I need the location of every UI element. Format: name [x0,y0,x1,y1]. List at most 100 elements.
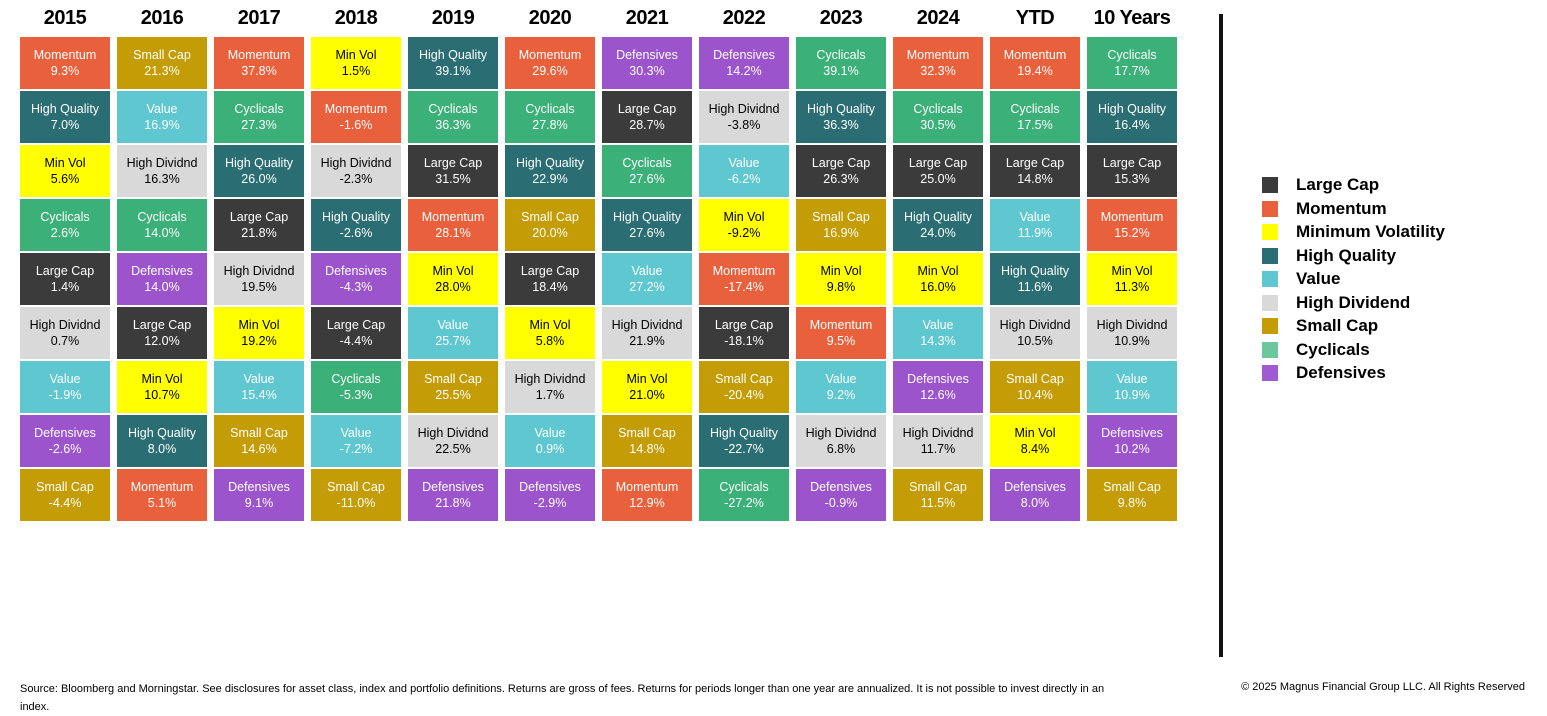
factor-cell: Min Vol 21.0% [602,361,692,413]
factor-return-value: 10.2% [1114,442,1150,456]
factor-return-value: 5.6% [50,172,80,186]
factor-name: Min Vol [626,371,668,386]
returns-column: 10 Years Cyclicals 17.7% High Quality 16.4% L… [1087,4,1177,523]
factor-cell: Small Cap 21.3% [117,37,207,89]
legend-label: Cyclicals [1296,339,1370,359]
factor-name: Large Cap [811,155,871,170]
returns-column: 2023 Cyclicals 39.1% High Quality 36.3% Large… [796,4,886,523]
factor-name: High Dividnd [902,425,974,440]
factor-name: Defensives [325,263,387,278]
factor-cell: Defensives -2.9% [505,469,595,521]
legend-swatch [1262,247,1278,264]
factor-name: Min Vol [1111,263,1153,278]
factor-cell: Value 27.2% [602,253,692,305]
factor-return-value: 7.0% [50,118,80,132]
factor-name: High Quality [127,425,197,440]
factor-name: Small Cap [36,479,94,494]
factor-name: Small Cap [133,47,191,62]
factor-name: Value [728,155,760,170]
factor-name: Defensives [616,47,678,62]
factor-cell: Small Cap 9.8% [1087,469,1177,521]
factor-cell: Small Cap 16.9% [796,199,886,251]
returns-column: 2022 Defensives 14.2% High Dividnd -3.8% Valu… [699,4,789,523]
factor-name: Small Cap [1103,479,1161,494]
factor-return-value: 20.0% [532,226,568,240]
factor-return-value: 39.1% [823,64,859,78]
factor-name: Small Cap [327,479,385,494]
factor-cell: High Quality 24.0% [893,199,983,251]
factor-name: Value [49,371,81,386]
factor-return-value: 32.3% [920,64,956,78]
factor-return-value: 37.8% [241,64,277,78]
factor-cell: Value 14.3% [893,307,983,359]
factor-return-value: 5.1% [147,496,177,510]
factor-return-value: 28.1% [435,226,471,240]
factor-name: High Quality [1000,263,1070,278]
factor-return-value: 28.7% [629,118,665,132]
factor-cell: Large Cap 25.0% [893,145,983,197]
factor-cell: Momentum 9.5% [796,307,886,359]
factor-name: Cyclicals [331,371,381,386]
legend-swatch [1262,318,1278,334]
factor-cell: High Quality 39.1% [408,37,498,89]
factor-cell: Value -1.9% [20,361,110,413]
factor-cell: High Quality 36.3% [796,91,886,143]
factor-return-value: -4.3% [339,280,373,294]
column-header: 2020 [528,7,572,29]
factor-name: Min Vol [820,263,862,278]
legend-label: Value [1296,269,1341,288]
factor-name: Small Cap [812,209,870,224]
factor-return-value: 1.7% [535,388,565,402]
factor-name: High Quality [709,425,779,440]
factor-cell: Min Vol 11.3% [1087,253,1177,305]
factor-cell: Value -6.2% [699,145,789,197]
factor-name: Min Vol [1014,425,1056,440]
factor-return-value: 11.6% [1017,280,1053,294]
factor-cell: Cyclicals -27.2% [699,469,789,521]
factor-name: Cyclicals [234,101,284,116]
factor-return-value: 17.5% [1017,118,1053,132]
factor-cell: High Dividnd 10.5% [990,307,1080,359]
column-header: 2021 [625,7,669,29]
factor-cell: High Dividnd -3.8% [699,91,789,143]
factor-return-value: -2.6% [48,442,82,456]
factor-return-value: 31.5% [435,172,471,186]
factor-name: Value [1019,209,1051,224]
legend-label: Momentum [1296,198,1387,218]
factor-cell: High Dividnd 0.7% [20,307,110,359]
legend-item: Defensives [1262,363,1445,382]
factor-cell: Defensives 30.3% [602,37,692,89]
factor-cell: Momentum -1.6% [311,91,401,143]
factor-return-value: 1.4% [50,280,80,294]
factor-return-value: 36.3% [435,118,471,132]
factor-name: Defensives [1004,479,1066,494]
factor-name: High Dividnd [417,425,489,440]
factor-return-value: 11.7% [920,442,956,456]
legend-swatch [1262,224,1278,240]
factor-cell: High Dividnd 6.8% [796,415,886,467]
factor-return-value: 14.8% [629,442,665,456]
factor-cell: Min Vol 1.5% [311,37,401,89]
factor-cell: Value 15.4% [214,361,304,413]
factor-return-value: 8.0% [1020,496,1050,510]
factor-name: Small Cap [715,371,773,386]
factor-return-value: -18.1% [724,334,764,348]
factor-cell: Cyclicals 27.3% [214,91,304,143]
factor-name: Large Cap [617,101,677,116]
factor-name: Defensives [422,479,484,494]
factor-return-value: 25.7% [435,334,471,348]
factor-name: High Dividnd [611,317,683,332]
factor-name: High Dividnd [1096,317,1168,332]
factor-cell: Momentum -17.4% [699,253,789,305]
factor-cell: Cyclicals 36.3% [408,91,498,143]
factor-name: High Dividnd [999,317,1071,332]
factor-return-value: 12.0% [144,334,180,348]
legend-swatch [1262,271,1278,287]
factor-return-value: 16.9% [823,226,859,240]
column-header: 2015 [43,7,87,29]
factor-cell: Cyclicals 39.1% [796,37,886,89]
factor-cell: Large Cap 1.4% [20,253,110,305]
factor-name: Cyclicals [1107,47,1157,62]
factor-name: Defensives [519,479,581,494]
factor-return-value: 14.0% [144,226,180,240]
